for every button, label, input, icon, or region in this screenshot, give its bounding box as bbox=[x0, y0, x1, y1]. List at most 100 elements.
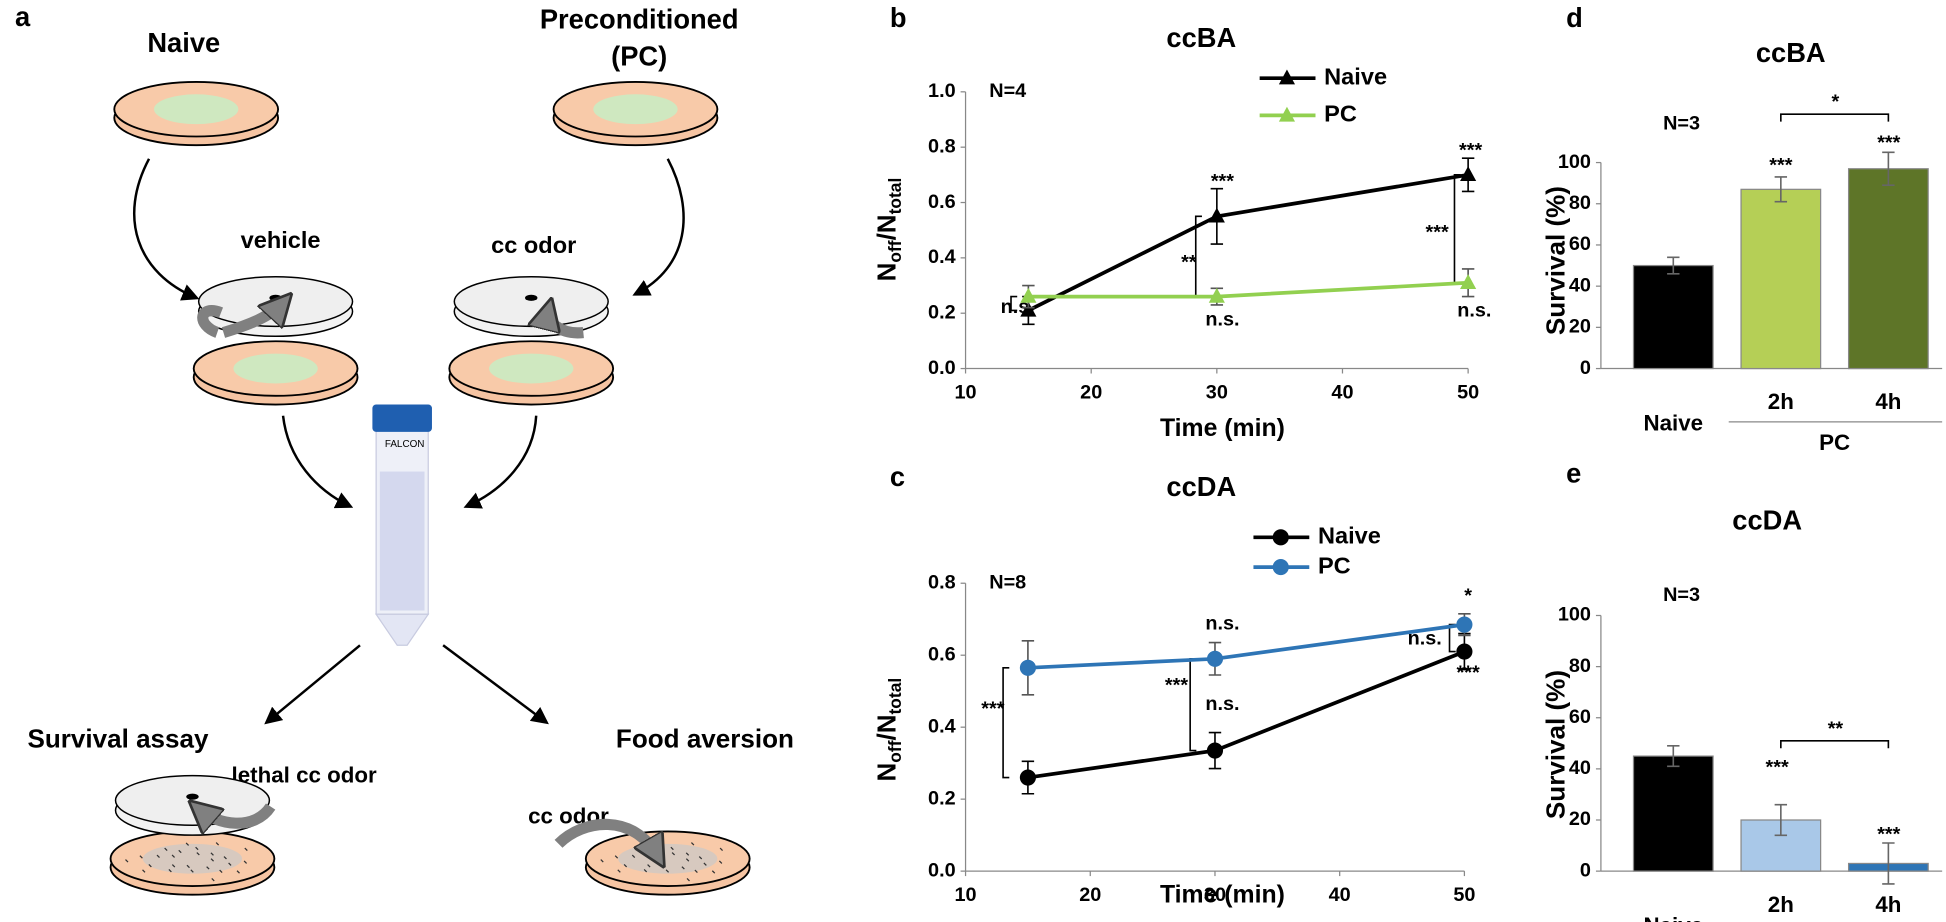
annotation: N=8 bbox=[989, 571, 1026, 593]
x-tick-label: 2h bbox=[1768, 389, 1794, 414]
y-tick-label: 0 bbox=[1580, 357, 1591, 379]
worm bbox=[681, 866, 685, 870]
worm bbox=[711, 870, 716, 874]
legend-label: PC bbox=[1324, 101, 1357, 127]
panel-label: a bbox=[15, 1, 31, 32]
legend-marker bbox=[1272, 559, 1289, 576]
worm bbox=[168, 868, 172, 873]
worm bbox=[215, 842, 220, 846]
significance-bracket bbox=[1780, 740, 1890, 749]
worm bbox=[671, 852, 676, 856]
food-spot bbox=[233, 353, 318, 384]
y-tick-label: 20 bbox=[1569, 316, 1591, 338]
error-bar bbox=[1882, 842, 1895, 885]
worm bbox=[685, 858, 690, 862]
annotation: *** bbox=[1426, 222, 1449, 244]
annotation: * bbox=[1464, 585, 1472, 607]
y-axis-label: Survival (%) bbox=[1540, 670, 1570, 819]
significance-bracket bbox=[1002, 666, 1010, 779]
annotation: *** bbox=[1457, 662, 1480, 684]
x-axis-label: Time (min) bbox=[1160, 881, 1285, 908]
y-axis-label: Survival (%) bbox=[1540, 186, 1570, 335]
y-tick-label: 1.0 bbox=[928, 80, 956, 102]
y-axis-label: Noff/Ntotal bbox=[871, 178, 904, 282]
error-bar bbox=[1882, 151, 1895, 187]
marker bbox=[1460, 166, 1477, 182]
x-axis-label: Time (min) bbox=[1160, 415, 1285, 442]
worm bbox=[164, 847, 168, 851]
food-spot bbox=[489, 353, 574, 384]
y-tick-label: 80 bbox=[1569, 655, 1591, 677]
x-tick-label: 50 bbox=[1457, 382, 1479, 404]
y-tick-label: 0.2 bbox=[928, 787, 956, 809]
y-tick-label: 0.8 bbox=[928, 135, 956, 157]
error-bar bbox=[1774, 176, 1788, 203]
worm bbox=[244, 847, 248, 851]
worm bbox=[171, 864, 176, 868]
y-tick-label: 100 bbox=[1558, 151, 1591, 173]
x-tick-label: 2h bbox=[1768, 892, 1794, 917]
lid-hole bbox=[525, 294, 538, 301]
marker bbox=[1019, 659, 1036, 676]
significance-bracket bbox=[1780, 113, 1890, 122]
marker bbox=[1456, 643, 1473, 660]
worm bbox=[665, 869, 670, 873]
y-tick-label: 0.0 bbox=[928, 859, 956, 881]
x-tick-label: 10 bbox=[955, 884, 977, 906]
annotation: N=3 bbox=[1663, 112, 1700, 134]
arrow bbox=[281, 415, 354, 509]
worm bbox=[685, 852, 690, 856]
worm bbox=[210, 852, 214, 856]
chart-title: ccDA bbox=[1166, 471, 1236, 502]
worm bbox=[223, 856, 227, 860]
tube-cap bbox=[372, 404, 432, 432]
worm bbox=[228, 862, 232, 866]
marker bbox=[1208, 287, 1225, 303]
annotation: *** bbox=[1459, 140, 1482, 162]
chart-title: ccBA bbox=[1166, 22, 1236, 53]
arrow bbox=[264, 644, 361, 725]
annotation: n.s. bbox=[1205, 693, 1239, 715]
y-axis-label: Noff/Ntotal bbox=[871, 678, 904, 782]
marker bbox=[1208, 207, 1225, 223]
food-spot bbox=[153, 94, 239, 125]
marker bbox=[1206, 742, 1224, 759]
y-tick-label: 0.0 bbox=[928, 357, 956, 379]
legend-label: PC bbox=[1318, 552, 1351, 578]
worm bbox=[125, 859, 129, 863]
tube-label: FALCON bbox=[385, 439, 425, 450]
worm bbox=[190, 869, 194, 873]
survival-assay-label: Survival assay bbox=[27, 724, 209, 754]
panel-label: e bbox=[1566, 457, 1581, 488]
food-aversion-label: Food aversion bbox=[616, 724, 794, 754]
group-label: PC bbox=[1819, 430, 1850, 455]
annotation: N=4 bbox=[989, 80, 1026, 102]
significance-bracket bbox=[1453, 174, 1461, 284]
worm-area bbox=[618, 843, 718, 874]
annotation: *** bbox=[981, 698, 1004, 720]
x-tick-label: 40 bbox=[1331, 382, 1353, 404]
worm bbox=[196, 852, 200, 856]
annotation: *** bbox=[1211, 171, 1234, 193]
worm-area bbox=[142, 843, 243, 874]
pc-label: (PC) bbox=[611, 41, 667, 72]
y-axis-label-part: off bbox=[885, 740, 905, 762]
worm bbox=[178, 849, 182, 854]
significance-bracket bbox=[1189, 657, 1197, 752]
significance-bracket bbox=[1010, 295, 1018, 312]
bar bbox=[1632, 264, 1714, 370]
worm bbox=[171, 854, 175, 858]
tube-liquid bbox=[379, 471, 425, 611]
legend-label: Naive bbox=[1324, 63, 1387, 89]
significance-bracket bbox=[1448, 623, 1456, 653]
panel-label: c bbox=[890, 461, 905, 492]
worm bbox=[694, 869, 698, 873]
chart-title: ccDA bbox=[1732, 505, 1802, 536]
annotation: *** bbox=[1766, 756, 1789, 778]
y-tick-label: 0.4 bbox=[928, 715, 956, 737]
annotation: ** bbox=[1828, 718, 1844, 740]
y-axis-label-part: N bbox=[871, 763, 901, 782]
y-tick-label: 0.4 bbox=[928, 246, 956, 268]
gray-arrow bbox=[554, 818, 658, 856]
marker bbox=[1206, 650, 1224, 667]
